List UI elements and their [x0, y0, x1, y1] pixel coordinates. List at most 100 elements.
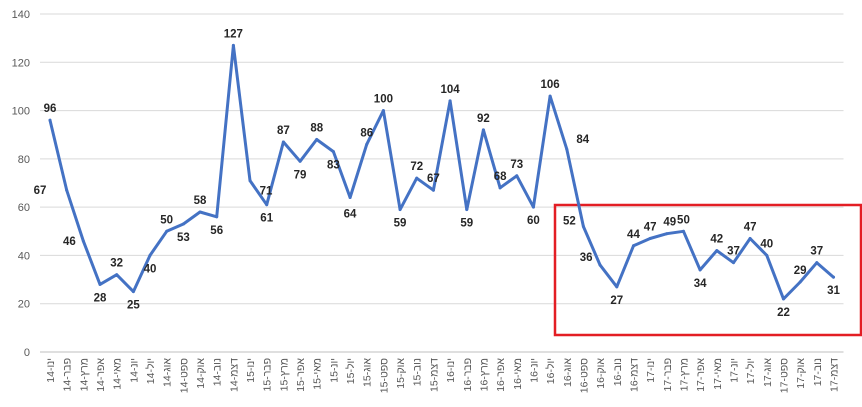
data-labels: 96 67 46 28 32 25 40 50 53 58 56 127 71 61 87 79 88 83 64 8…	[34, 28, 841, 319]
data-label: 71	[260, 186, 273, 198]
data-label: 49	[663, 217, 676, 229]
series-layer	[48, 43, 835, 301]
data-label: 67	[427, 173, 440, 185]
data-label: 61	[260, 213, 273, 225]
highlight-region	[553, 203, 862, 337]
data-point	[198, 210, 202, 214]
data-point	[398, 208, 402, 212]
x-tick-label: נוב-16	[612, 358, 624, 386]
data-label: 44	[627, 229, 640, 241]
data-label: 22	[777, 307, 790, 319]
highlight-box	[553, 203, 862, 337]
x-axis-ticks: ינו-14 פבר-14 מרץ-14 אפר-14 מאי-14 יונ-14 יול-…	[45, 358, 840, 394]
data-point	[831, 275, 835, 279]
x-tick-label: יול-16	[545, 358, 557, 384]
x-tick-label: ספט-14	[178, 358, 190, 393]
data-point	[265, 203, 269, 207]
data-label: 87	[277, 125, 290, 137]
data-label: 106	[541, 79, 560, 91]
data-label: 32	[110, 258, 123, 270]
data-point	[248, 179, 252, 183]
data-label: 37	[810, 246, 823, 258]
data-point	[481, 128, 485, 132]
y-tick-label: 0	[24, 347, 30, 359]
x-tick-label: יונ-17	[728, 358, 740, 383]
data-label: 60	[527, 215, 540, 227]
data-label: 47	[644, 222, 657, 234]
data-label: 50	[160, 214, 173, 226]
x-tick-label: אוג-15	[362, 358, 374, 387]
x-tick-label: אפר-16	[495, 358, 507, 392]
data-label: 37	[727, 246, 740, 258]
data-label: 29	[794, 265, 807, 277]
data-point	[365, 142, 369, 146]
x-tick-label: מאי-17	[712, 358, 724, 390]
data-point	[415, 176, 419, 180]
data-label: 31	[827, 285, 840, 297]
y-tick-label: 60	[18, 202, 30, 214]
data-label: 67	[34, 185, 47, 197]
data-label: 88	[310, 123, 323, 135]
data-point	[215, 215, 219, 219]
gridlines	[40, 13, 844, 353]
data-label: 42	[710, 234, 723, 246]
data-label: 36	[580, 252, 593, 264]
data-point	[615, 285, 619, 289]
data-label: 68	[494, 171, 507, 183]
data-point	[448, 99, 452, 103]
x-tick-label: פבר-14	[62, 358, 74, 391]
y-tick-label: 80	[18, 154, 30, 166]
x-tick-label: מאי-16	[512, 358, 524, 390]
x-tick-label: נוב-15	[412, 358, 424, 386]
y-tick-label: 20	[18, 299, 30, 311]
x-tick-label: מרץ-17	[678, 358, 690, 391]
data-label: 53	[177, 232, 190, 244]
x-tick-label: ספט-17	[778, 358, 790, 393]
x-tick-label: ינו-15	[245, 358, 257, 383]
data-point	[298, 159, 302, 163]
x-tick-label: דצמ-17	[828, 358, 840, 392]
data-point	[131, 290, 135, 294]
x-tick-label: פבר-15	[262, 358, 274, 391]
data-point	[515, 174, 519, 178]
data-label: 28	[94, 292, 107, 304]
data-point	[715, 249, 719, 253]
data-point	[81, 239, 85, 243]
data-label: 25	[127, 300, 140, 312]
x-tick-label: מאי-14	[112, 358, 124, 390]
series-line	[48, 43, 835, 301]
y-tick-label: 120	[12, 57, 30, 69]
x-tick-label: מרץ-15	[278, 358, 290, 391]
data-point	[548, 94, 552, 98]
data-label: 50	[677, 214, 690, 226]
x-tick-label: יונ-16	[528, 358, 540, 383]
x-tick-label: אוק-15	[395, 358, 407, 389]
x-tick-label: ינו-14	[45, 358, 57, 383]
data-point	[565, 147, 569, 151]
x-tick-label: יונ-14	[128, 358, 140, 383]
data-label: 73	[510, 159, 523, 171]
x-tick-label: ינו-16	[445, 358, 457, 383]
data-label: 58	[194, 195, 207, 207]
data-label: 40	[144, 263, 157, 275]
x-tick-label: דצמ-16	[628, 358, 640, 392]
data-point	[115, 273, 119, 277]
y-tick-label: 100	[12, 106, 30, 118]
data-point	[465, 208, 469, 212]
data-point	[98, 282, 102, 286]
x-tick-label: אפר-17	[695, 358, 707, 392]
x-tick-label: אוג-14	[162, 358, 174, 387]
x-tick-label: ספט-16	[578, 358, 590, 393]
data-point	[598, 263, 602, 267]
data-label: 72	[410, 161, 423, 173]
data-point	[581, 224, 585, 228]
data-label: 64	[344, 208, 357, 220]
x-tick-label: פבר-16	[462, 358, 474, 391]
x-tick-label: ספט-15	[378, 358, 390, 393]
data-point	[631, 244, 635, 248]
data-point	[381, 109, 385, 113]
data-label: 47	[744, 222, 757, 234]
x-tick-label: אוק-17	[795, 358, 807, 389]
